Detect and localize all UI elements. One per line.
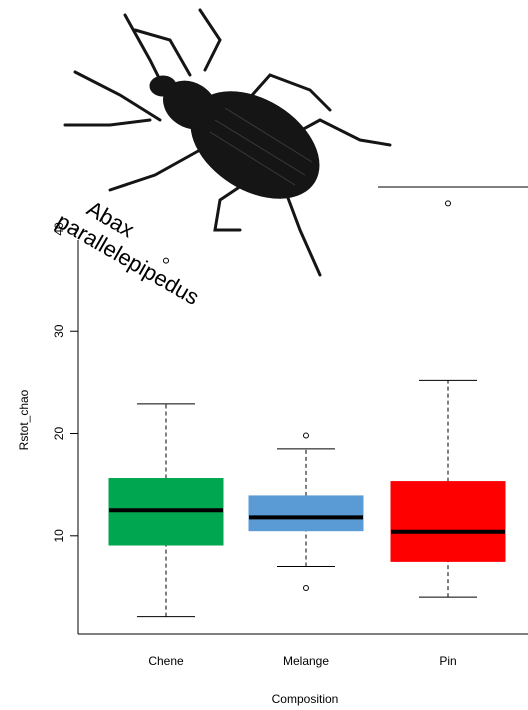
y-tick-label: 20 bbox=[52, 427, 66, 441]
x-tick-label: Melange bbox=[283, 654, 329, 668]
outlier bbox=[164, 258, 169, 263]
chart: Abax parallelepipedus Rstot_chao Composi… bbox=[0, 0, 528, 710]
outlier bbox=[446, 201, 451, 206]
outlier bbox=[304, 585, 309, 590]
x-tick-label: Chene bbox=[148, 654, 184, 668]
y-tick-label: 40 bbox=[52, 222, 66, 236]
x-tick-label: Pin bbox=[439, 654, 456, 668]
box bbox=[249, 496, 363, 531]
y-tick-label: 10 bbox=[52, 529, 66, 543]
annotation: Abax parallelepipedus bbox=[52, 186, 216, 310]
x-axis-label: Composition bbox=[272, 692, 339, 706]
y-axis-label: Rstot_chao bbox=[17, 389, 31, 450]
box bbox=[391, 482, 505, 562]
outlier bbox=[304, 433, 309, 438]
y-tick-label: 30 bbox=[52, 324, 66, 338]
